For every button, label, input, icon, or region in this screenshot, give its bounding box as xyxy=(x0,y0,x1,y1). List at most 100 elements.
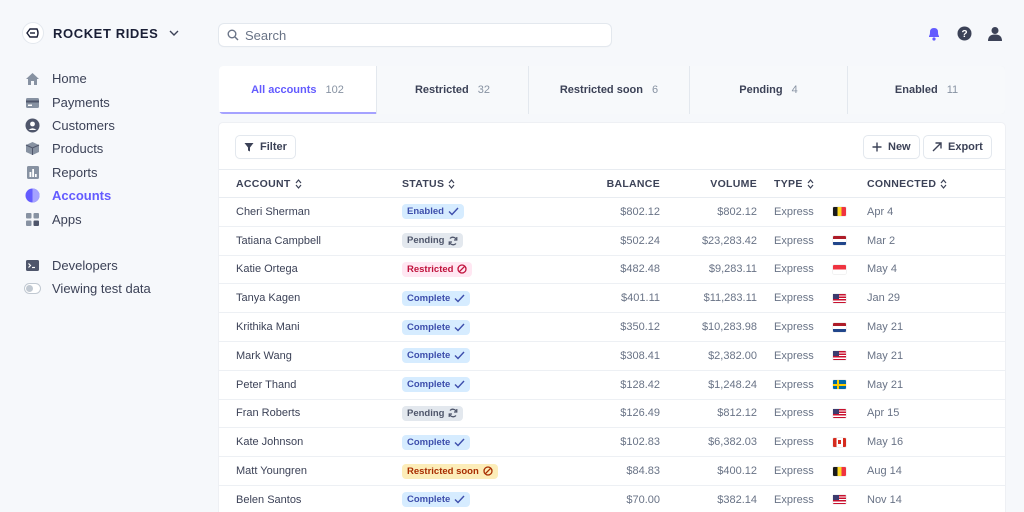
tab-label: Enabled xyxy=(894,84,938,96)
table-row[interactable]: Kate Johnson Complete $102.83 $6,382.03 Expr… xyxy=(219,427,1005,458)
account-name[interactable]: Cheri Sherman xyxy=(219,197,402,227)
sidebar-item-apps[interactable]: Apps xyxy=(24,207,204,230)
sidebar-item-customers[interactable]: Customers xyxy=(24,114,204,137)
tab-restricted[interactable]: Restricted 32 xyxy=(377,66,528,114)
sidebar-item-label: Viewing test data xyxy=(52,281,151,297)
blocked-icon xyxy=(483,466,493,476)
connected-cell: Nov 14 xyxy=(867,485,1005,512)
sidebar-item-label: Customers xyxy=(52,117,115,133)
export-button[interactable]: Export xyxy=(924,136,991,158)
brand-name: ROCKET RIDES xyxy=(53,25,159,41)
account-name[interactable]: Kate Johnson xyxy=(219,427,402,458)
table-row[interactable]: Tanya Kagen Complete $401.11 $11,283.11 Expr… xyxy=(219,283,1005,314)
type-cell: Express xyxy=(757,312,833,342)
connected-cell: Aug 14 xyxy=(867,456,1005,486)
account-name[interactable]: Krithika Mani xyxy=(219,312,402,342)
sidebar-item-reports[interactable]: Reports xyxy=(24,161,204,184)
tab-count: 32 xyxy=(477,84,491,96)
sidebar-item-products[interactable]: Products xyxy=(24,137,204,160)
table-row[interactable]: Cheri Sherman Enabled $802.12 $802.12 Expres… xyxy=(219,197,1005,227)
accounts-icon xyxy=(24,187,41,204)
connected-cell: May 4 xyxy=(867,255,1005,285)
table-row[interactable]: Tatiana Campbell Pending $502.24 $23,283.42… xyxy=(219,226,1005,256)
sort-icon xyxy=(295,178,302,189)
balance-cell: $308.41 xyxy=(562,341,660,371)
account-name[interactable]: Katie Ortega xyxy=(219,255,402,285)
volume-cell: $812.12 xyxy=(660,399,757,429)
test-data-toggle[interactable]: Viewing test data xyxy=(24,277,204,300)
country-cell xyxy=(833,399,867,429)
blocked-icon xyxy=(457,264,468,275)
country-cell xyxy=(833,283,867,314)
sidebar-item-label: Reports xyxy=(52,164,98,180)
tab-pending[interactable]: Pending 4 xyxy=(690,66,847,114)
column-header-country xyxy=(833,169,867,198)
tab-label: Restricted xyxy=(414,84,469,96)
connected-cell: Mar 2 xyxy=(867,226,1005,256)
user-icon[interactable] xyxy=(988,26,1002,41)
status-cell: Restricted soon xyxy=(402,456,562,486)
column-header-connected[interactable]: CONNECTED xyxy=(867,169,1005,198)
column-header-type[interactable]: TYPE xyxy=(757,169,833,198)
table-row[interactable]: Matt Youngren Restricted soon $84.83 $400.1… xyxy=(219,456,1005,486)
status-badge: Complete xyxy=(402,492,471,508)
table-header-row: ACCOUNT STATUS BALANCE VOLUME TYPE CONNE… xyxy=(219,169,1005,198)
account-name[interactable]: Belen Santos xyxy=(219,485,402,512)
sidebar-item-payments[interactable]: Payments xyxy=(24,90,204,113)
status-cell: Complete xyxy=(402,485,562,512)
new-account-button[interactable]: New xyxy=(864,136,919,158)
new-label: New xyxy=(888,141,911,153)
brand-switcher[interactable]: ROCKET RIDES xyxy=(22,22,179,44)
column-header-balance: BALANCE xyxy=(562,169,660,198)
sync-icon xyxy=(449,236,458,246)
check-icon xyxy=(454,323,465,332)
tab-count: 11 xyxy=(946,84,959,96)
balance-cell: $102.83 xyxy=(562,427,660,458)
account-name[interactable]: Mark Wang xyxy=(219,341,402,371)
status-badge: Complete xyxy=(402,434,471,450)
column-header-account[interactable]: ACCOUNT xyxy=(219,169,402,198)
table-row[interactable]: Mark Wang Complete $308.41 $2,382.00 Express… xyxy=(219,341,1005,371)
table-row[interactable]: Katie Ortega Restricted $482.48 $9,283.11 Ex… xyxy=(219,255,1005,285)
help-icon[interactable]: ? xyxy=(957,26,972,41)
balance-cell: $401.11 xyxy=(562,283,660,314)
tab-count: 4 xyxy=(791,84,798,96)
account-name[interactable]: Tanya Kagen xyxy=(219,283,402,314)
table-row[interactable]: Belen Santos Complete $70.00 $382.14 Express… xyxy=(219,485,1005,512)
status-badge: Complete xyxy=(402,290,471,306)
check-icon xyxy=(448,207,459,216)
account-name[interactable]: Fran Roberts xyxy=(219,399,402,429)
column-header-status[interactable]: STATUS xyxy=(402,169,562,198)
status-badge: Restricted xyxy=(402,261,473,277)
status-cell: Complete xyxy=(402,427,562,458)
account-name[interactable]: Matt Youngren xyxy=(219,456,402,486)
type-cell: Express xyxy=(757,456,833,486)
products-icon xyxy=(24,140,41,157)
apps-icon xyxy=(24,211,41,228)
search-bar[interactable] xyxy=(219,24,611,46)
account-name[interactable]: Tatiana Campbell xyxy=(219,226,402,256)
filter-button[interactable]: Filter xyxy=(236,136,295,158)
country-cell xyxy=(833,341,867,371)
tab-restricted-soon[interactable]: Restricted soon 6 xyxy=(529,66,689,114)
table-row[interactable]: Peter Thand Complete $128.42 $1,248.24 Expre… xyxy=(219,370,1005,400)
status-cell: Enabled xyxy=(402,197,562,227)
country-cell xyxy=(833,226,867,256)
status-badge: Restricted soon xyxy=(402,463,498,479)
bell-icon[interactable] xyxy=(927,26,941,41)
toggle-icon xyxy=(24,280,41,297)
sidebar-item-accounts[interactable]: Accounts xyxy=(24,184,204,207)
search-input[interactable] xyxy=(245,27,585,43)
sidebar-item-developers[interactable]: Developers xyxy=(24,254,204,277)
table-row[interactable]: Fran Roberts Pending $126.49 $812.12 Express… xyxy=(219,399,1005,429)
tab-all-accounts[interactable]: All accounts 102 xyxy=(219,66,376,114)
tab-enabled[interactable]: Enabled 11 xyxy=(848,66,1005,114)
check-icon xyxy=(454,380,465,389)
sidebar-item-home[interactable]: Home xyxy=(24,67,204,90)
account-name[interactable]: Peter Thand xyxy=(219,370,402,400)
balance-cell: $350.12 xyxy=(562,312,660,342)
table-row[interactable]: Krithika Mani Complete $350.12 $10,283.98 Ex… xyxy=(219,312,1005,342)
volume-cell: $382.14 xyxy=(660,485,757,512)
reports-icon xyxy=(24,164,41,181)
tab-label: Restricted soon xyxy=(559,84,643,96)
